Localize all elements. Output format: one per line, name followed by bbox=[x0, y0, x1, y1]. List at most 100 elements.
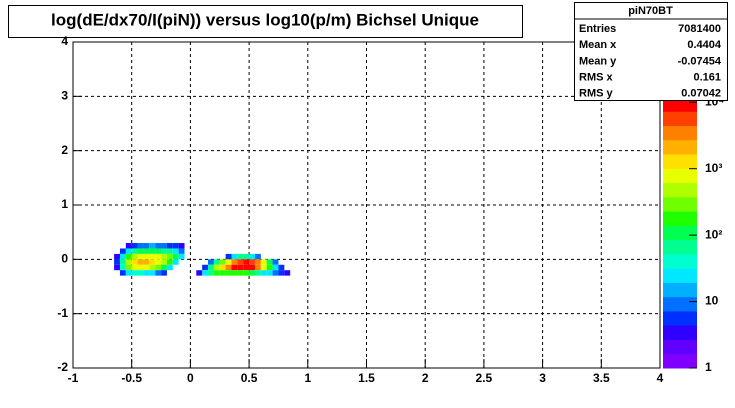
heat-cell bbox=[178, 243, 185, 249]
heat-cell bbox=[249, 264, 255, 271]
heat-cell bbox=[161, 243, 167, 249]
colorbar-swatch bbox=[663, 268, 697, 283]
heat-cell bbox=[260, 264, 267, 271]
heat-cell bbox=[208, 259, 214, 265]
heat-cell bbox=[208, 264, 214, 271]
heat-cell bbox=[196, 270, 203, 276]
x-tick-label: 0.5 bbox=[241, 371, 258, 385]
heat-cell bbox=[149, 243, 156, 249]
heat-cell bbox=[125, 259, 132, 265]
heat-cell bbox=[161, 259, 167, 265]
heat-cell bbox=[155, 243, 162, 249]
heat-cell bbox=[249, 253, 255, 260]
heat-cell bbox=[131, 253, 138, 260]
heat-cell bbox=[166, 253, 173, 260]
heat-cell bbox=[254, 264, 261, 271]
heat-cell bbox=[237, 253, 244, 260]
heat-cell bbox=[155, 264, 162, 271]
heat-cell bbox=[231, 270, 238, 276]
heat-cell bbox=[166, 264, 173, 271]
heat-cell bbox=[143, 264, 150, 271]
heat-cell bbox=[219, 264, 226, 271]
heat-cell bbox=[254, 270, 261, 276]
heat-cell bbox=[143, 259, 150, 265]
colorbar-swatch bbox=[663, 196, 697, 212]
heat-cell bbox=[231, 253, 238, 260]
heat-cell bbox=[243, 270, 250, 276]
heat-cell bbox=[225, 270, 232, 276]
heat-cell bbox=[266, 270, 273, 276]
heat-cell bbox=[225, 264, 232, 271]
heat-cell bbox=[137, 259, 144, 265]
z-tick-label: 10² bbox=[705, 227, 722, 241]
heat-cell bbox=[114, 253, 120, 260]
heat-cell bbox=[143, 243, 150, 249]
heat-cell bbox=[114, 259, 120, 265]
heat-cell bbox=[231, 259, 238, 265]
heat-cell bbox=[119, 264, 126, 271]
colorbar-swatch bbox=[663, 111, 697, 127]
colorbar-swatch bbox=[663, 296, 697, 312]
heat-cell bbox=[243, 253, 250, 260]
colorbar-swatch bbox=[663, 282, 697, 298]
colorbar-swatch bbox=[663, 125, 697, 141]
heat-cell bbox=[278, 270, 285, 276]
heat-cell bbox=[213, 259, 220, 265]
heat-cell bbox=[249, 259, 255, 265]
heat-cell bbox=[172, 259, 179, 265]
stats-value: 0.07042 bbox=[681, 88, 721, 100]
x-tick-label: 3 bbox=[539, 371, 546, 385]
colorbar-swatch bbox=[663, 325, 697, 340]
stats-label: Entries bbox=[579, 23, 616, 35]
heat-cell bbox=[213, 270, 220, 276]
heat-cell bbox=[166, 248, 173, 254]
heat-cell bbox=[166, 259, 173, 265]
heat-cell bbox=[125, 243, 132, 249]
heat-cell bbox=[243, 264, 250, 271]
colorbar-swatch bbox=[663, 154, 697, 169]
heat-cell bbox=[254, 253, 261, 260]
heat-cell bbox=[213, 264, 220, 271]
heat-cell bbox=[266, 264, 273, 271]
heat-cell bbox=[208, 270, 214, 276]
heat-cell bbox=[243, 259, 250, 265]
heat-cell bbox=[155, 253, 162, 260]
heat-cell bbox=[260, 270, 267, 276]
y-tick-label: 4 bbox=[61, 34, 68, 48]
heat-cell bbox=[149, 264, 156, 271]
heat-cell bbox=[178, 248, 185, 254]
x-tick-label: 1 bbox=[304, 371, 311, 385]
colorbar-swatch bbox=[663, 225, 697, 241]
colorbar-swatch bbox=[663, 182, 697, 198]
x-tick-label: -0.5 bbox=[121, 371, 142, 385]
heat-cell bbox=[172, 243, 179, 249]
x-tick-label: 0 bbox=[187, 371, 194, 385]
heat-cell bbox=[172, 248, 179, 254]
heat-cell bbox=[131, 270, 138, 276]
stats-label: Mean y bbox=[579, 55, 617, 67]
heat-cell bbox=[131, 243, 138, 249]
x-tick-label: -1 bbox=[68, 371, 79, 385]
heat-cell bbox=[202, 264, 209, 271]
heat-cell bbox=[161, 248, 167, 254]
stats-label: RMS x bbox=[579, 72, 614, 84]
colorbar-swatch bbox=[663, 211, 697, 226]
heat-cell bbox=[219, 270, 226, 276]
x-tick-label: 2.5 bbox=[476, 371, 493, 385]
heat-cell bbox=[149, 253, 156, 260]
heat-cell bbox=[202, 270, 209, 276]
heat-cell bbox=[178, 253, 185, 260]
heat-cell bbox=[119, 253, 126, 260]
x-tick-label: 1.5 bbox=[358, 371, 375, 385]
colorbar-swatch bbox=[663, 339, 697, 355]
heat-cell bbox=[166, 243, 173, 249]
heat-cell bbox=[131, 248, 138, 254]
heat-cell bbox=[137, 248, 144, 254]
heat-cell bbox=[272, 259, 279, 265]
z-tick-label: 10 bbox=[705, 294, 719, 308]
y-tick-label: 0 bbox=[61, 252, 68, 266]
heat-cell bbox=[114, 264, 120, 271]
heat-cell bbox=[260, 259, 267, 265]
stats-value: -0.07454 bbox=[678, 55, 722, 67]
